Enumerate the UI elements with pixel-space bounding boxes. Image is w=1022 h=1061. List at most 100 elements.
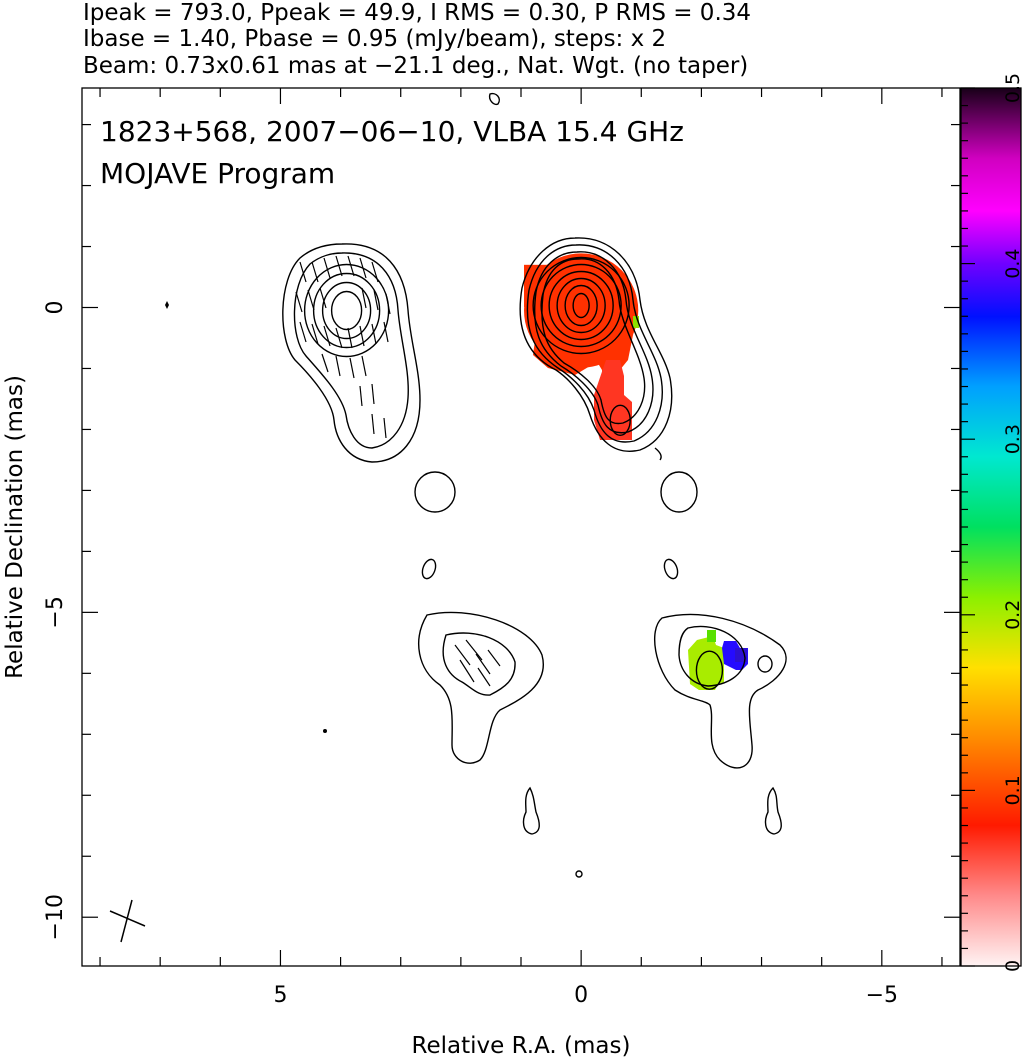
evpa-vector bbox=[383, 321, 389, 343]
isolated-contour-top bbox=[488, 92, 500, 106]
colorbar-tick-label: 0.5 bbox=[1002, 73, 1022, 103]
evpa-vector bbox=[335, 327, 343, 349]
evpa-vector bbox=[295, 291, 303, 313]
lower-left-contour-2 bbox=[442, 632, 516, 696]
fractional-pol-core-edge bbox=[633, 316, 639, 328]
evpa-vector bbox=[319, 287, 327, 309]
evpa-vectors bbox=[295, 255, 391, 439]
colorbar-tick-label: 0 bbox=[1002, 960, 1022, 972]
evpa-vector bbox=[349, 357, 355, 379]
fractional-pol-lower-edge bbox=[707, 630, 716, 642]
evpa-vector bbox=[487, 649, 501, 667]
evpa-vector bbox=[347, 327, 353, 349]
colorbar-tick-label: 0.4 bbox=[1002, 248, 1022, 278]
lower-right-contour-2 bbox=[678, 625, 746, 687]
evpa-vector bbox=[371, 261, 379, 283]
evpa-vector bbox=[465, 639, 483, 661]
x-tick-label: 5 bbox=[273, 983, 287, 1008]
header-peak-line: Ipeak = 793.0, Ppeak = 49.9, I RMS = 0.3… bbox=[83, 0, 751, 26]
isolated-dot-left bbox=[165, 301, 169, 309]
polarized-contour-4 bbox=[312, 272, 381, 349]
stokes-i-contour-5 bbox=[532, 256, 630, 355]
isolated-dot-mid bbox=[323, 729, 327, 733]
evpa-vector bbox=[385, 293, 391, 315]
stokes-i-contour-3 bbox=[533, 251, 654, 434]
evpa-vector bbox=[361, 287, 367, 309]
y-tick-label: −5 bbox=[43, 596, 68, 628]
x-tick-label: 0 bbox=[574, 983, 588, 1008]
stokes-i-contour-9 bbox=[564, 284, 598, 327]
polarized-contour-2 bbox=[293, 252, 409, 449]
colorbar-tick-label: 0.1 bbox=[1002, 775, 1022, 805]
program-annotation: MOJAVE Program bbox=[100, 157, 335, 190]
isolated-contour-right-small bbox=[663, 558, 679, 580]
evpa-vector bbox=[359, 385, 363, 407]
evpa-vector bbox=[371, 383, 375, 405]
header-beam-line: Beam: 0.73x0.61 mas at −21.1 deg., Nat. … bbox=[83, 53, 748, 79]
lower-right-contour-4 bbox=[757, 655, 773, 673]
evpa-vector bbox=[361, 355, 367, 377]
evpa-vector bbox=[311, 261, 319, 283]
evpa-vector bbox=[371, 413, 375, 435]
polarized-contour-1 bbox=[282, 243, 421, 463]
isolated-contour-fragment bbox=[654, 447, 662, 461]
colorbar-tick-label: 0.2 bbox=[1002, 600, 1022, 630]
polarized-contour-5 bbox=[321, 281, 372, 340]
x-axis-label: Relative R.A. (mas) bbox=[412, 1033, 631, 1059]
stokes-i-contour-7 bbox=[548, 270, 614, 341]
isolated-dot-bottom bbox=[575, 870, 583, 878]
x-tick-label: −5 bbox=[866, 983, 898, 1008]
lower-right-contour-3 bbox=[695, 650, 724, 690]
colorbar-tick-label: 0.3 bbox=[1002, 424, 1022, 454]
colorbar bbox=[960, 87, 1022, 967]
polarized-contour-6 bbox=[330, 290, 363, 331]
evpa-vector bbox=[454, 644, 471, 666]
evpa-vector bbox=[373, 289, 379, 311]
evpa-vector bbox=[359, 325, 365, 347]
evpa-vectors-lower bbox=[454, 639, 501, 687]
lower-right-contour-1 bbox=[654, 613, 787, 769]
evpa-vector bbox=[335, 355, 341, 377]
isolated-contour-bottom-left bbox=[522, 786, 540, 835]
evpa-vector bbox=[459, 659, 475, 683]
fractional-pol-jet-knot bbox=[594, 360, 632, 440]
evpa-vector bbox=[477, 667, 491, 687]
stokes-i-contour-10 bbox=[572, 292, 590, 319]
evpa-vector bbox=[299, 261, 307, 283]
evpa-vector bbox=[307, 289, 315, 311]
beam-cross bbox=[109, 899, 146, 943]
evpa-vector bbox=[359, 257, 367, 279]
lower-left-contour-1 bbox=[418, 611, 545, 764]
polarized-contour-3 bbox=[303, 263, 390, 358]
map-data-layer bbox=[165, 92, 787, 878]
y-tick-label: 0 bbox=[43, 301, 68, 315]
evpa-vector bbox=[311, 323, 319, 345]
stokes-i-contour-8 bbox=[556, 277, 606, 334]
plot-frame bbox=[81, 87, 961, 967]
evpa-vector bbox=[475, 653, 491, 675]
evpa-vector bbox=[299, 321, 307, 343]
y-axis-label: Relative Declination (mas) bbox=[2, 375, 28, 679]
source-annotation: 1823+568, 2007−06−10, VLBA 15.4 GHz bbox=[100, 115, 684, 148]
isolated-contour-left-small bbox=[421, 558, 437, 580]
isolated-contour-bottom-right bbox=[764, 786, 782, 835]
axis-ticks: 5 0 −5 0 −5 −10 bbox=[43, 88, 960, 1008]
stokes-i-contour-1 bbox=[519, 237, 673, 452]
isolated-contour-right bbox=[660, 471, 698, 513]
evpa-vector bbox=[335, 255, 343, 277]
evpa-vector bbox=[323, 325, 331, 347]
isolated-contour-left bbox=[414, 471, 456, 513]
stokes-i-contour-6 bbox=[540, 263, 622, 348]
header-base-line: Ibase = 1.40, Pbase = 0.95 (mJy/beam), s… bbox=[83, 26, 666, 52]
jet-knot-contour bbox=[609, 404, 631, 436]
colorbar-ticks: 0 0.1 0.2 0.3 0.4 0.5 bbox=[961, 73, 1022, 972]
evpa-vector bbox=[323, 257, 331, 279]
fractional-pol-lower-left-half bbox=[688, 636, 724, 690]
evpa-vector bbox=[347, 255, 355, 277]
evpa-vector bbox=[383, 417, 387, 439]
y-tick-label: −10 bbox=[43, 894, 68, 940]
stokes-i-contour-2 bbox=[526, 244, 663, 443]
evpa-vector bbox=[371, 323, 377, 345]
evpa-vector bbox=[321, 353, 329, 373]
